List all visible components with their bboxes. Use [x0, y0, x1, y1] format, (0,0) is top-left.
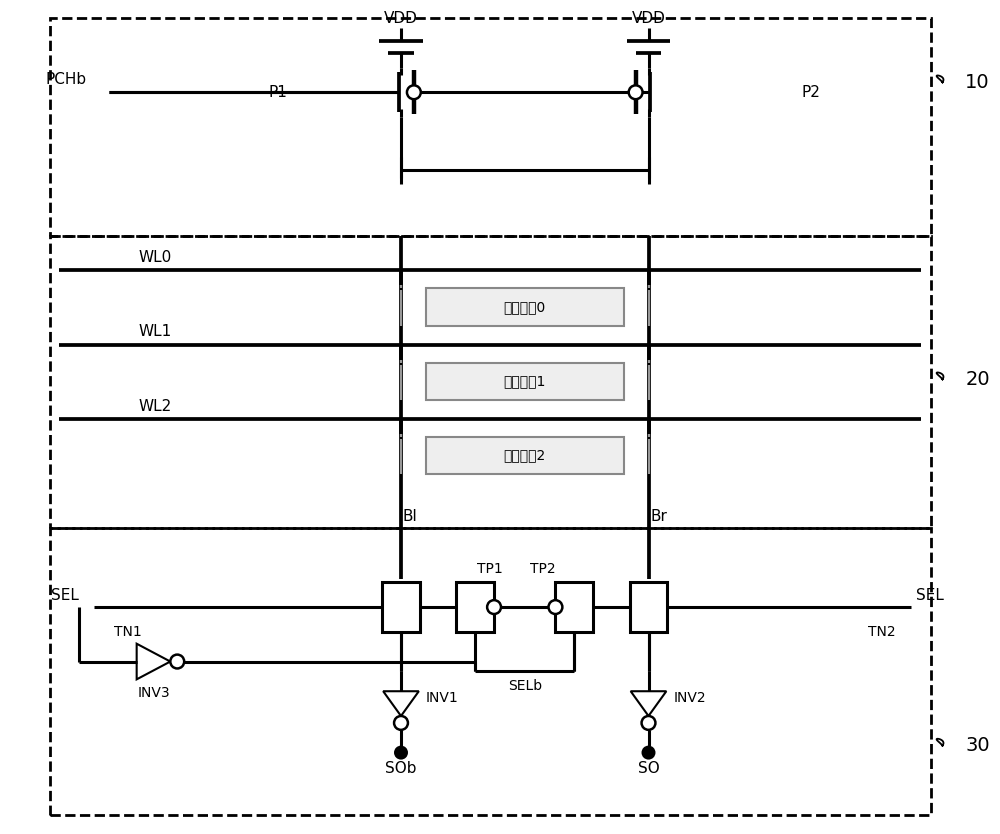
- Text: TP1: TP1: [477, 562, 503, 576]
- Text: WL2: WL2: [139, 399, 172, 414]
- Text: SELb: SELb: [508, 679, 542, 693]
- Text: VDD: VDD: [632, 11, 665, 26]
- Text: VDD: VDD: [384, 11, 418, 26]
- Text: 存储单元0: 存储单元0: [504, 300, 546, 314]
- Text: TN2: TN2: [868, 625, 896, 639]
- Circle shape: [170, 655, 184, 669]
- Text: WL0: WL0: [139, 250, 172, 265]
- Text: 存储单元2: 存储单元2: [504, 449, 546, 463]
- Bar: [426, 289, 624, 326]
- Circle shape: [487, 600, 501, 614]
- Text: SO: SO: [638, 761, 659, 776]
- Bar: [426, 363, 624, 400]
- Bar: [50, 18, 931, 236]
- Bar: [456, 582, 494, 632]
- Text: 20: 20: [965, 370, 990, 389]
- Text: Bl: Bl: [403, 509, 418, 524]
- Circle shape: [643, 746, 654, 759]
- Bar: [630, 582, 667, 632]
- Text: SEL: SEL: [916, 588, 944, 603]
- Circle shape: [642, 716, 655, 730]
- Text: TP2: TP2: [530, 562, 555, 576]
- Bar: [50, 236, 931, 528]
- Text: PCHb: PCHb: [45, 72, 86, 87]
- Text: TN1: TN1: [114, 625, 142, 639]
- Text: 存储单元1: 存储单元1: [504, 374, 546, 389]
- Text: SOb: SOb: [385, 761, 417, 776]
- Circle shape: [394, 716, 408, 730]
- Text: P2: P2: [802, 85, 821, 100]
- Circle shape: [549, 600, 562, 614]
- Text: 10: 10: [965, 73, 990, 92]
- Text: INV2: INV2: [673, 691, 706, 706]
- Bar: [555, 582, 593, 632]
- Bar: [426, 437, 624, 475]
- Bar: [382, 582, 420, 632]
- Text: INV3: INV3: [137, 686, 170, 701]
- Circle shape: [407, 85, 421, 99]
- Circle shape: [629, 85, 643, 99]
- Text: P1: P1: [268, 85, 287, 100]
- Text: 30: 30: [965, 736, 990, 755]
- Bar: [50, 528, 931, 815]
- Text: INV1: INV1: [426, 691, 458, 706]
- Circle shape: [395, 746, 407, 759]
- Text: WL1: WL1: [139, 324, 172, 339]
- Text: Br: Br: [650, 509, 667, 524]
- Text: SEL: SEL: [51, 588, 79, 603]
